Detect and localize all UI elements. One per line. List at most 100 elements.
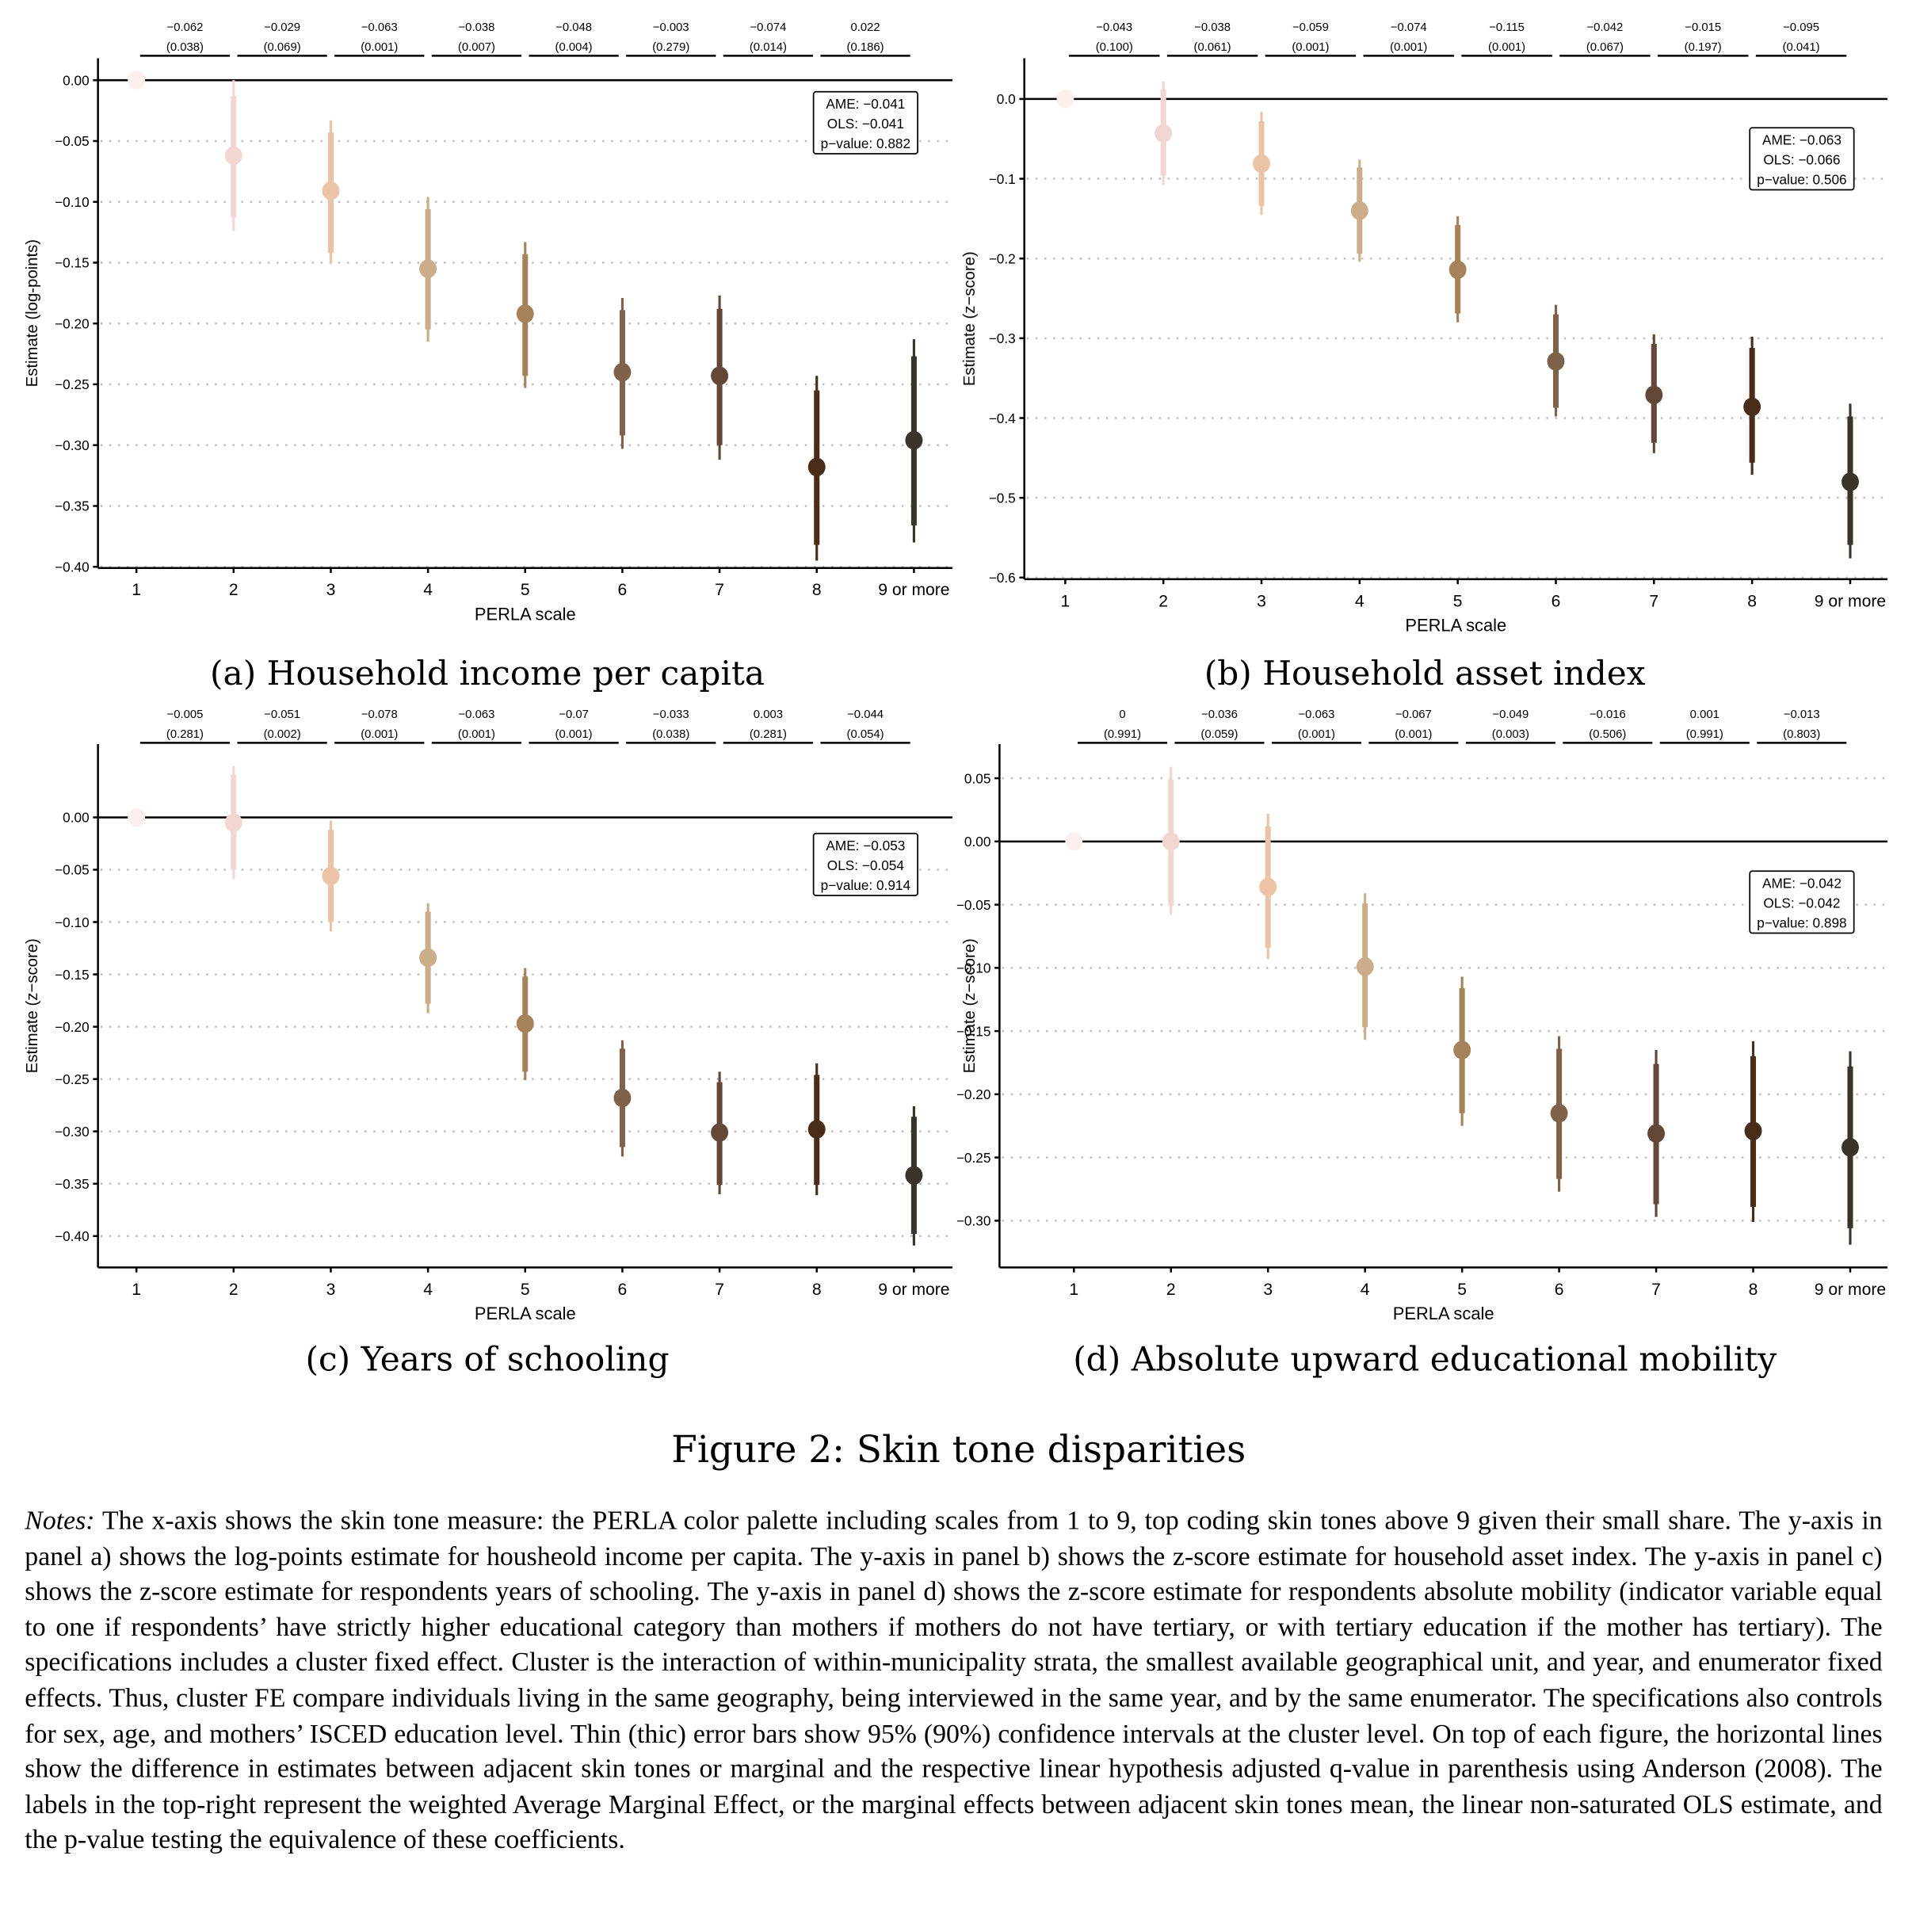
- x-tick-label: 1: [1069, 1281, 1078, 1299]
- x-tick-label: 1: [1060, 592, 1070, 610]
- estimate-point: [905, 430, 923, 450]
- x-tick-label: 4: [423, 1281, 433, 1299]
- qvalue-label: (0.069): [264, 41, 301, 54]
- qvalue-label: (0.100): [1096, 41, 1133, 54]
- y-tick-label: −0.30: [956, 1213, 991, 1229]
- y-tick-label: −0.20: [55, 315, 90, 331]
- estimate-point: [1743, 397, 1761, 417]
- estimate-point: [1056, 90, 1074, 109]
- estimate-point: [1259, 877, 1277, 896]
- qvalue-label: (0.061): [1194, 41, 1231, 54]
- estimate-point: [1744, 1121, 1762, 1140]
- estimate-point: [711, 1123, 729, 1142]
- x-tick-label: 5: [521, 1281, 530, 1299]
- estimate-point: [1162, 832, 1180, 851]
- estimate-point: [224, 146, 242, 166]
- difference-label: −0.074: [750, 21, 786, 34]
- figure-title: Figure 2: Skin tone disparities: [671, 1428, 1246, 1472]
- y-tick-label: −0.15: [55, 255, 90, 271]
- y-tick-label: −0.40: [55, 559, 90, 575]
- x-tick-label: 9 or more: [878, 581, 949, 599]
- panel-d-caption: (d) Absolute upward educational mobility: [1073, 1340, 1777, 1380]
- summary-ame: AME: −0.053: [826, 838, 905, 853]
- estimate-point: [1155, 124, 1173, 143]
- y-tick-label: −0.25: [956, 1150, 991, 1166]
- x-tick-label: 2: [1166, 1281, 1176, 1299]
- estimate-point: [905, 1166, 923, 1185]
- difference-label: −0.044: [847, 708, 884, 721]
- y-axis-title: Estimate (z−score): [961, 938, 979, 1073]
- x-axis-title: PERLA scale: [1393, 1304, 1494, 1323]
- difference-label: −0.003: [653, 21, 689, 34]
- difference-label: −0.015: [1685, 21, 1721, 34]
- difference-label: −0.063: [361, 21, 398, 34]
- y-tick-label: −0.30: [55, 437, 90, 453]
- qvalue-label: (0.506): [1589, 728, 1626, 741]
- notes-label: Notes:: [25, 1505, 95, 1536]
- panel-a-caption: (a) Household income per capita: [210, 655, 765, 693]
- y-axis-title: Estimate (z−score): [961, 251, 979, 386]
- x-tick-label: 5: [1453, 592, 1463, 610]
- y-tick-label: −0.20: [956, 1086, 991, 1102]
- qvalue-label: (0.038): [166, 41, 204, 54]
- y-tick-label: 0.05: [964, 770, 990, 786]
- estimate-point: [1065, 832, 1083, 851]
- summary-box: [812, 90, 918, 155]
- qvalue-label: (0.001): [1390, 41, 1427, 54]
- estimate-point: [711, 366, 729, 385]
- difference-label: −0.013: [1784, 708, 1820, 721]
- estimate-point: [419, 948, 437, 968]
- qvalue-label: (0.001): [1488, 41, 1525, 54]
- difference-label: −0.036: [1201, 708, 1238, 721]
- x-tick-label: 6: [618, 581, 628, 599]
- summary-ame: AME: −0.042: [1762, 875, 1842, 891]
- x-tick-label: 8: [812, 1281, 822, 1299]
- x-tick-label: 3: [326, 581, 336, 599]
- x-tick-label: 2: [1158, 592, 1168, 610]
- x-tick-label: 3: [1263, 1281, 1273, 1299]
- x-tick-label: 4: [423, 581, 433, 599]
- qvalue-label: (0.067): [1586, 41, 1624, 54]
- summary-pvalue: p−value: 0.882: [821, 136, 910, 151]
- estimate-point: [1350, 201, 1368, 220]
- y-tick-label: −0.10: [55, 194, 90, 210]
- difference-label: 0: [1119, 708, 1125, 721]
- x-tick-label: 7: [715, 581, 724, 599]
- difference-label: 0.003: [754, 708, 783, 721]
- x-tick-label: 1: [132, 581, 141, 599]
- difference-label: −0.043: [1096, 21, 1132, 34]
- y-tick-label: −0.05: [55, 862, 90, 878]
- y-tick-label: −0.4: [989, 410, 1016, 426]
- x-tick-label: 2: [229, 1281, 239, 1299]
- estimate-point: [1448, 260, 1467, 280]
- summary-ame: AME: −0.041: [826, 96, 905, 112]
- summary-ame: AME: −0.063: [1762, 132, 1842, 147]
- y-tick-label: 0.0: [997, 91, 1016, 107]
- summary-ols: OLS: −0.042: [1763, 895, 1840, 911]
- x-tick-label: 7: [715, 1281, 724, 1299]
- y-tick-label: −0.3: [989, 330, 1016, 346]
- qvalue-label: (0.197): [1685, 41, 1722, 54]
- summary-ols: OLS: −0.054: [827, 857, 905, 873]
- qvalue-label: (0.001): [555, 728, 593, 741]
- qvalue-label: (0.281): [750, 728, 787, 741]
- estimate-point: [1842, 472, 1859, 491]
- difference-label: −0.029: [264, 21, 300, 34]
- estimate-point: [1453, 1040, 1471, 1060]
- y-tick-label: −0.20: [55, 1019, 90, 1035]
- difference-label: 0.001: [1690, 708, 1719, 721]
- estimate-point: [1356, 957, 1374, 976]
- x-tick-label: 6: [1552, 592, 1561, 610]
- y-tick-label: −0.40: [55, 1228, 90, 1244]
- x-axis-title: PERLA scale: [475, 604, 576, 624]
- x-tick-label: 9 or more: [1815, 1281, 1886, 1299]
- x-axis-title: PERLA scale: [475, 1304, 576, 1323]
- difference-label: −0.048: [555, 21, 592, 34]
- qvalue-label: (0.186): [847, 41, 884, 54]
- estimate-point: [224, 813, 242, 832]
- y-tick-label: −0.15: [55, 967, 90, 983]
- difference-label: −0.078: [361, 708, 398, 721]
- y-tick-label: −0.30: [55, 1124, 90, 1140]
- difference-label: −0.115: [1489, 21, 1525, 34]
